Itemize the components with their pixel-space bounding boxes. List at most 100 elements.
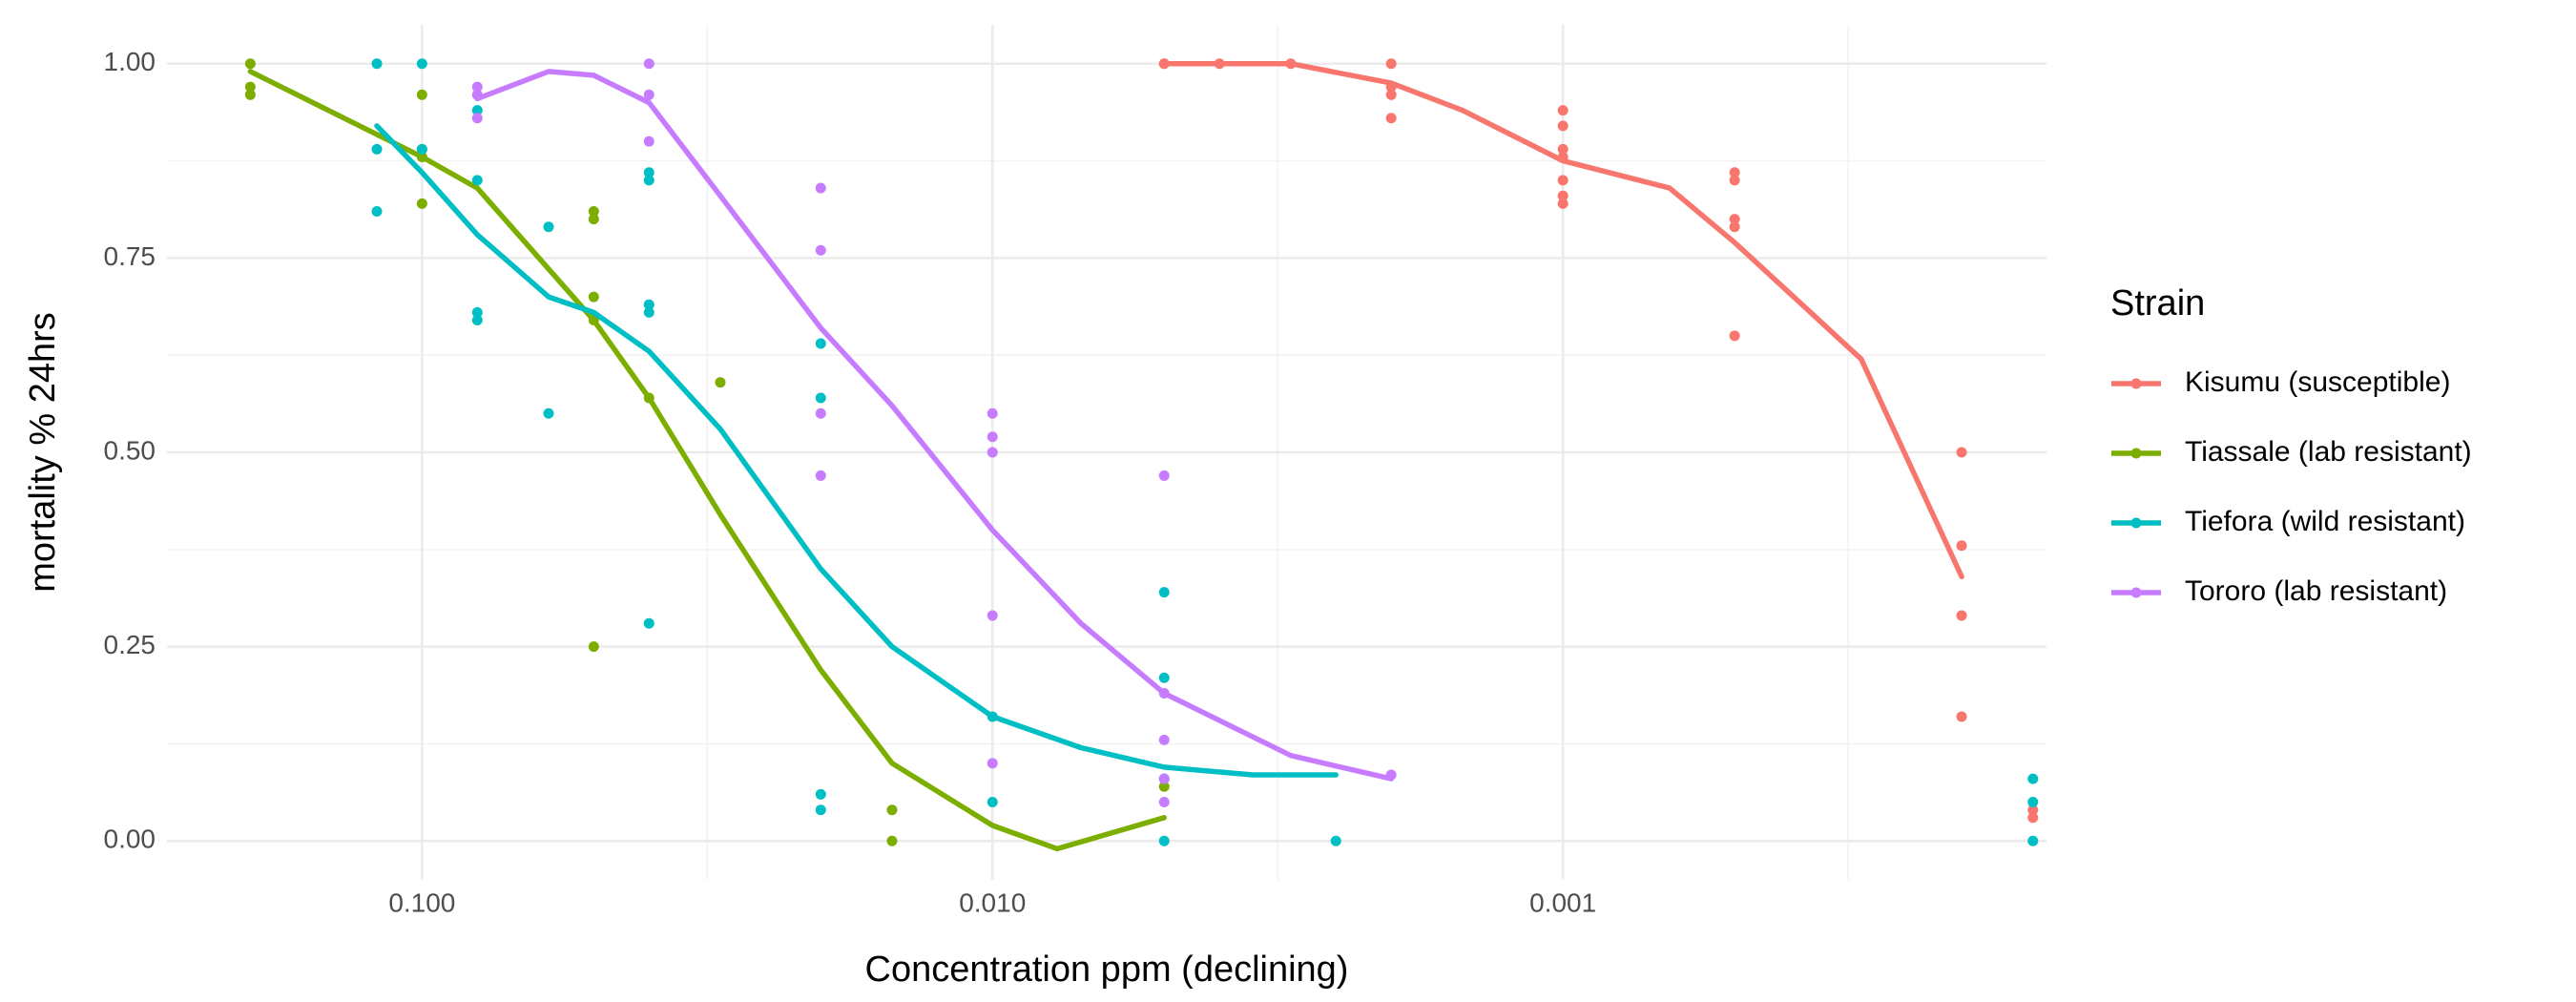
data-point (471, 315, 483, 326)
data-point (1729, 330, 1740, 342)
data-point (987, 431, 998, 443)
data-point (1330, 835, 1341, 846)
x-axis-title: Concentration ppm (declining) (865, 950, 1349, 990)
data-point (643, 136, 654, 147)
y-tick-label: 0.25 (104, 630, 156, 659)
legend-key-point (2130, 517, 2142, 529)
data-point (1158, 470, 1170, 481)
data-point (1385, 113, 1397, 124)
data-point (543, 221, 554, 233)
data-point (1557, 105, 1568, 116)
data-point (1557, 190, 1568, 201)
y-tick-label: 0.75 (104, 241, 156, 271)
data-point (416, 58, 427, 70)
x-tick-label: 0.001 (1529, 887, 1596, 917)
data-point (643, 89, 654, 100)
data-point (244, 58, 256, 70)
data-point (371, 58, 383, 70)
data-point (987, 797, 998, 808)
data-point (1158, 835, 1170, 846)
smooth-line (474, 69, 1394, 782)
data-point (643, 175, 654, 186)
data-point (2027, 797, 2039, 808)
data-point (886, 804, 898, 816)
data-point (1158, 773, 1170, 784)
data-point (1158, 587, 1170, 598)
data-point (244, 89, 256, 100)
data-point (1956, 610, 1967, 621)
data-point (886, 835, 898, 846)
data-point (416, 143, 427, 155)
y-tick-label: 1.00 (104, 47, 156, 76)
data-point (1385, 89, 1397, 100)
legend-title: Strain (2110, 283, 2205, 324)
data-point (1729, 175, 1740, 186)
data-point (2027, 773, 2039, 784)
data-point (471, 113, 483, 124)
data-point (1729, 221, 1740, 233)
data-point (987, 447, 998, 458)
data-point (643, 617, 654, 629)
legend-label: Tororo (lab resistant) (2185, 575, 2447, 607)
data-point (588, 291, 599, 303)
data-point (1158, 734, 1170, 745)
data-point (815, 407, 826, 419)
data-point (1158, 781, 1170, 792)
data-point (1158, 672, 1170, 683)
data-point (588, 641, 599, 653)
data-point (2027, 812, 2039, 824)
data-point (588, 205, 599, 217)
data-point (987, 407, 998, 419)
data-point (371, 205, 383, 217)
data-point (416, 198, 427, 209)
data-point (1956, 540, 1967, 552)
data-point (543, 407, 554, 419)
data-point (471, 175, 483, 186)
data-point (1557, 120, 1568, 132)
data-point (2027, 804, 2039, 816)
data-point (1729, 167, 1740, 178)
data-point (643, 299, 654, 310)
data-point (1956, 447, 1967, 458)
data-point (1385, 58, 1397, 70)
data-point (715, 377, 726, 388)
x-tick-label: 0.100 (388, 887, 455, 917)
data-point (815, 470, 826, 481)
data-point (815, 392, 826, 404)
data-point (1557, 198, 1568, 209)
data-point (244, 81, 256, 93)
data-point (471, 306, 483, 318)
data-point (643, 306, 654, 318)
legend-label: Kisumu (susceptible) (2185, 366, 2450, 398)
smooth-line (374, 123, 1339, 778)
data-point (815, 788, 826, 800)
legend-key-point (2130, 448, 2142, 459)
data-point (815, 804, 826, 816)
y-axis-title: mortality % 24hrs (23, 312, 63, 593)
data-point (1557, 143, 1568, 155)
data-point (987, 610, 998, 621)
y-tick-label: 0.50 (104, 435, 156, 465)
data-point (588, 214, 599, 225)
legend-label: Tiassale (lab resistant) (2185, 436, 2472, 468)
data-point (416, 89, 427, 100)
data-point (987, 758, 998, 769)
smooth-line (1161, 60, 1964, 580)
data-point (643, 167, 654, 178)
smooth-line (247, 69, 1167, 852)
data-point (815, 182, 826, 194)
data-point (1729, 214, 1740, 225)
legend-label: Tiefora (wild resistant) (2185, 506, 2465, 537)
data-point (471, 81, 483, 93)
data-point (1956, 711, 1967, 722)
data-point (371, 143, 383, 155)
data-point (643, 58, 654, 70)
legend-key-point (2130, 587, 2142, 598)
legend-key-point (2130, 378, 2142, 389)
y-tick-label: 0.00 (104, 825, 156, 854)
data-point (815, 244, 826, 256)
data-point (471, 105, 483, 116)
data-point (815, 338, 826, 349)
x-tick-label: 0.010 (959, 887, 1026, 917)
